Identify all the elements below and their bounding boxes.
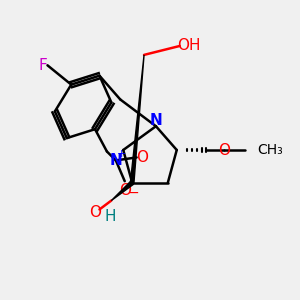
Text: +: + bbox=[117, 149, 127, 160]
Text: N: N bbox=[150, 113, 162, 128]
Text: O: O bbox=[89, 205, 101, 220]
Polygon shape bbox=[111, 181, 134, 200]
Polygon shape bbox=[130, 55, 144, 183]
Text: H: H bbox=[104, 209, 116, 224]
Text: CH₃: CH₃ bbox=[257, 143, 283, 157]
Text: O: O bbox=[119, 183, 131, 198]
Text: −: − bbox=[128, 186, 140, 200]
Text: O: O bbox=[218, 142, 230, 158]
Text: N: N bbox=[110, 153, 122, 168]
Text: F: F bbox=[39, 58, 47, 73]
Text: O: O bbox=[136, 150, 148, 165]
Text: OH: OH bbox=[177, 38, 200, 53]
